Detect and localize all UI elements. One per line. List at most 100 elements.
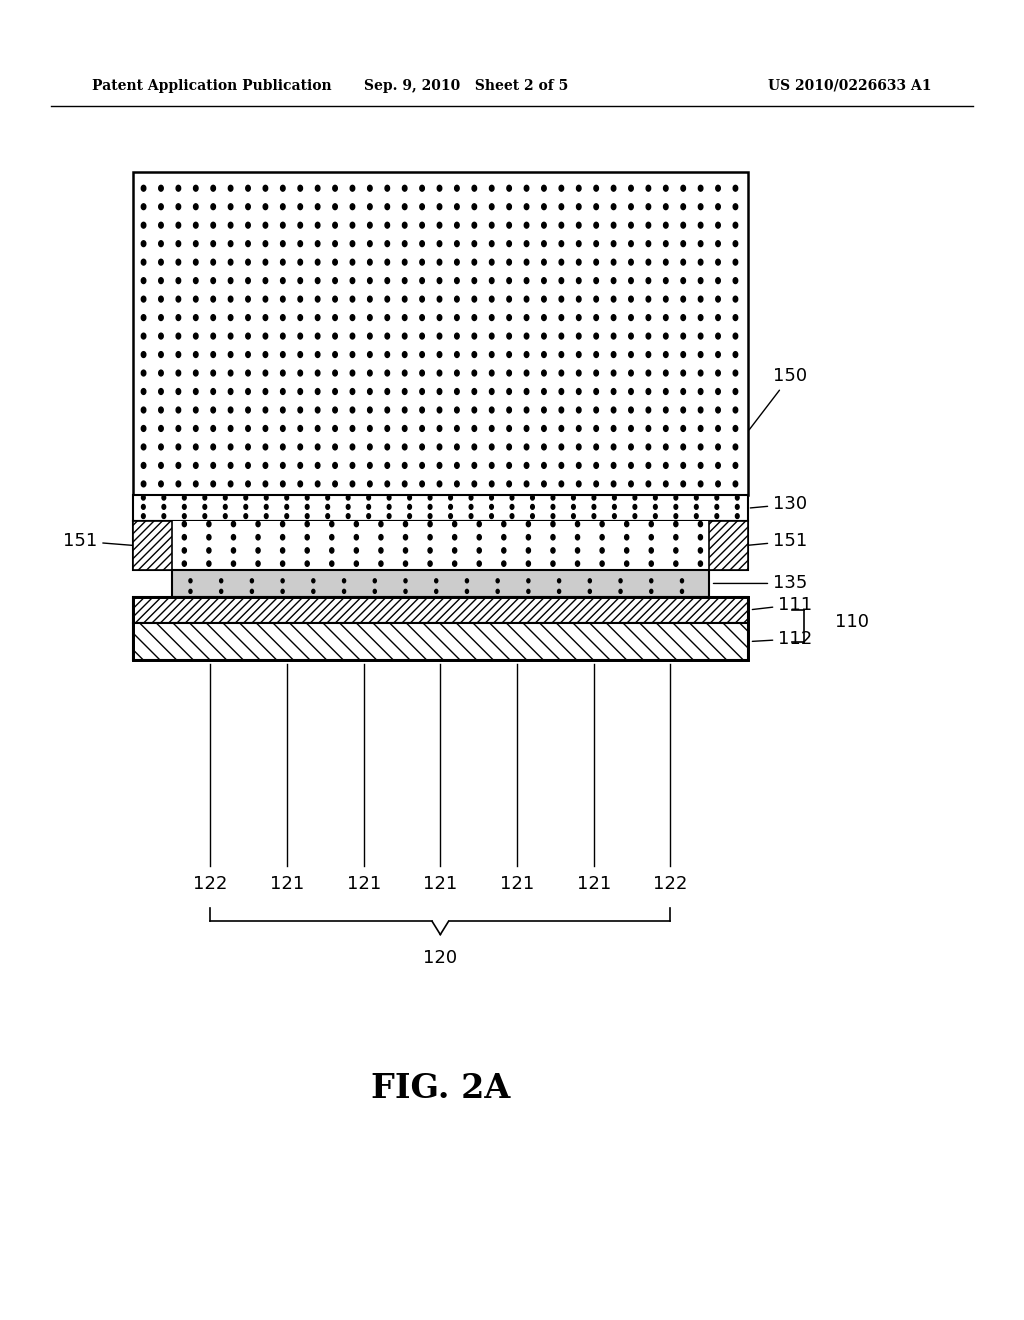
Circle shape	[330, 561, 334, 566]
Circle shape	[408, 513, 412, 519]
Circle shape	[437, 333, 441, 339]
Circle shape	[281, 480, 285, 487]
Circle shape	[489, 407, 494, 413]
Circle shape	[465, 589, 469, 593]
Circle shape	[211, 277, 215, 284]
Circle shape	[542, 407, 546, 413]
Circle shape	[611, 425, 615, 432]
Circle shape	[333, 388, 337, 395]
Circle shape	[507, 388, 511, 395]
Circle shape	[367, 513, 371, 519]
Circle shape	[551, 521, 555, 527]
Circle shape	[176, 277, 180, 284]
Circle shape	[527, 589, 530, 593]
Circle shape	[281, 351, 285, 358]
Circle shape	[472, 407, 476, 413]
Circle shape	[385, 333, 389, 339]
Circle shape	[698, 388, 702, 395]
Circle shape	[594, 370, 598, 376]
Circle shape	[664, 240, 668, 247]
Circle shape	[681, 222, 685, 228]
Circle shape	[207, 535, 211, 540]
Circle shape	[194, 425, 198, 432]
Circle shape	[646, 444, 650, 450]
Circle shape	[507, 425, 511, 432]
Circle shape	[368, 407, 372, 413]
Circle shape	[263, 333, 267, 339]
Circle shape	[333, 314, 337, 321]
Circle shape	[368, 425, 372, 432]
Circle shape	[559, 240, 563, 247]
Circle shape	[489, 462, 494, 469]
Circle shape	[594, 351, 598, 358]
Circle shape	[524, 240, 528, 247]
Circle shape	[681, 444, 685, 450]
Circle shape	[437, 388, 441, 395]
Circle shape	[298, 240, 302, 247]
Circle shape	[629, 407, 633, 413]
Circle shape	[510, 513, 514, 519]
Circle shape	[385, 425, 389, 432]
Circle shape	[489, 388, 494, 395]
Circle shape	[264, 504, 268, 510]
Circle shape	[716, 185, 720, 191]
Circle shape	[159, 425, 163, 432]
Circle shape	[577, 333, 581, 339]
Circle shape	[350, 259, 354, 265]
Circle shape	[526, 535, 530, 540]
Circle shape	[246, 259, 250, 265]
Circle shape	[141, 504, 145, 510]
Circle shape	[455, 425, 459, 432]
Circle shape	[629, 259, 633, 265]
Circle shape	[455, 388, 459, 395]
Circle shape	[524, 333, 528, 339]
Circle shape	[453, 521, 457, 527]
Circle shape	[420, 314, 424, 321]
Circle shape	[305, 521, 309, 527]
Circle shape	[715, 513, 719, 519]
Circle shape	[681, 425, 685, 432]
Circle shape	[577, 370, 581, 376]
Circle shape	[159, 407, 163, 413]
Circle shape	[211, 370, 215, 376]
Circle shape	[437, 296, 441, 302]
Circle shape	[211, 462, 215, 469]
Circle shape	[330, 521, 334, 527]
Circle shape	[350, 407, 354, 413]
Circle shape	[524, 203, 528, 210]
Circle shape	[246, 333, 250, 339]
Circle shape	[437, 462, 441, 469]
Circle shape	[385, 296, 389, 302]
Circle shape	[664, 185, 668, 191]
Circle shape	[176, 444, 180, 450]
Circle shape	[256, 561, 260, 566]
Circle shape	[489, 480, 494, 487]
Circle shape	[629, 351, 633, 358]
Circle shape	[263, 296, 267, 302]
Circle shape	[592, 504, 596, 510]
Circle shape	[176, 185, 180, 191]
Circle shape	[350, 370, 354, 376]
Circle shape	[674, 495, 678, 500]
Circle shape	[653, 504, 657, 510]
Bar	[133, 597, 172, 660]
Circle shape	[646, 185, 650, 191]
Circle shape	[472, 333, 476, 339]
Circle shape	[387, 495, 391, 500]
Circle shape	[437, 222, 441, 228]
Circle shape	[542, 222, 546, 228]
Circle shape	[403, 548, 408, 553]
Circle shape	[489, 185, 494, 191]
Circle shape	[664, 370, 668, 376]
Circle shape	[403, 578, 408, 583]
Circle shape	[285, 504, 289, 510]
Circle shape	[559, 277, 563, 284]
Circle shape	[664, 333, 668, 339]
Circle shape	[281, 535, 285, 540]
Circle shape	[315, 222, 319, 228]
Circle shape	[472, 480, 476, 487]
Bar	[332, 597, 396, 660]
Circle shape	[469, 495, 473, 500]
Circle shape	[402, 351, 407, 358]
Circle shape	[551, 495, 555, 500]
